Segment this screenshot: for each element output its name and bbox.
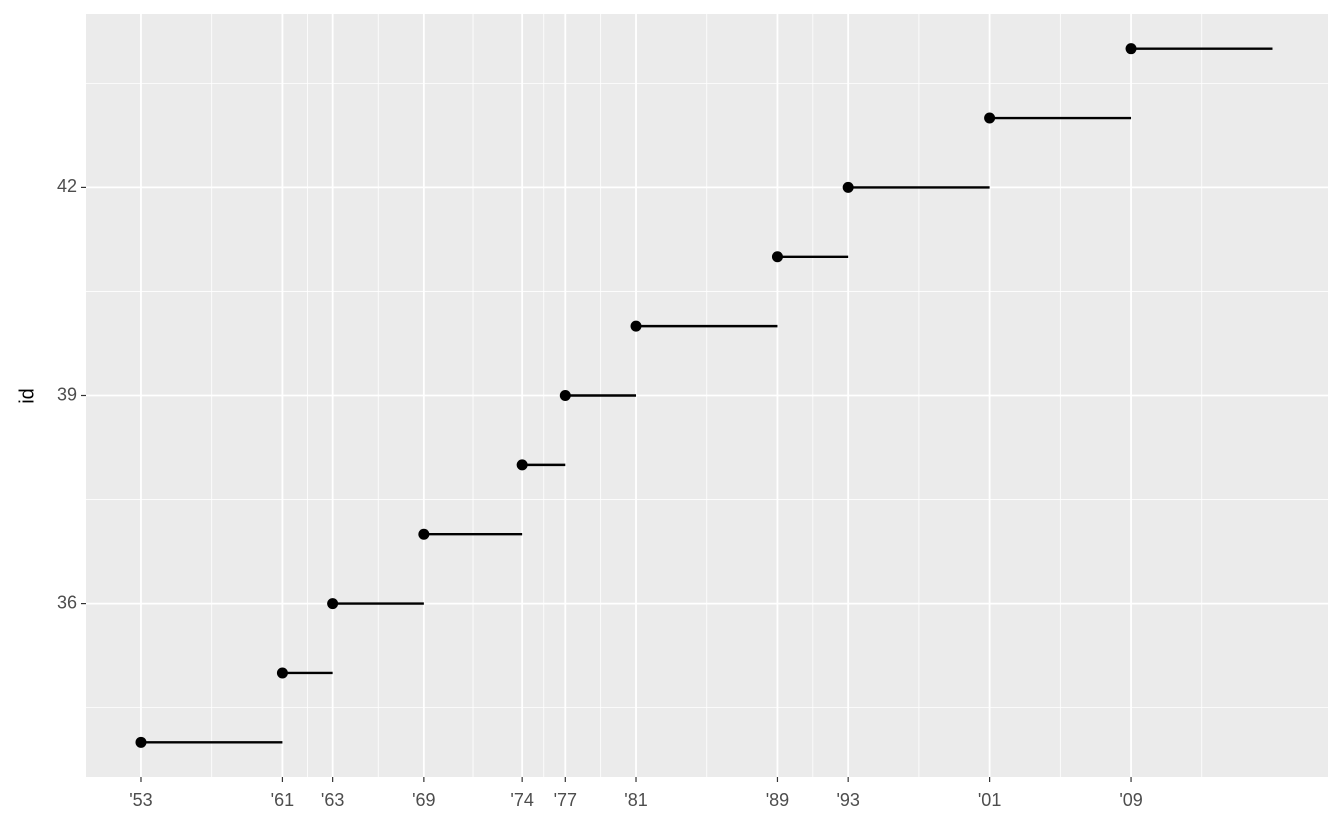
term-start-point (516, 459, 528, 471)
x-tick-label: '09 (1119, 790, 1142, 810)
term-start-point (559, 390, 571, 401)
x-tick-label: '81 (624, 790, 647, 810)
term-start-point (135, 736, 147, 748)
x-tick-label: '53 (129, 790, 152, 810)
term-start-point (418, 528, 430, 540)
x-tick-label: '74 (510, 790, 533, 810)
term-start-point (842, 181, 854, 193)
x-tick-label: '77 (554, 790, 577, 810)
term-start-point (630, 320, 642, 332)
term-start-point (276, 667, 288, 679)
x-tick-label: '93 (836, 790, 859, 810)
y-tick-label: 42 (57, 176, 77, 196)
x-tick-label: '89 (766, 790, 789, 810)
x-tick-label: '69 (412, 790, 435, 810)
term-start-point (771, 251, 783, 263)
y-tick-label: 39 (57, 384, 77, 404)
y-tick-label: 36 (57, 592, 77, 612)
term-start-point (327, 598, 339, 610)
x-tick-label: '01 (978, 790, 1001, 810)
x-tick-label: '61 (271, 790, 294, 810)
term-start-point (984, 112, 996, 124)
x-tick-label: '63 (321, 790, 344, 810)
term-start-point (1125, 43, 1137, 55)
y-axis-title: id (16, 388, 38, 404)
